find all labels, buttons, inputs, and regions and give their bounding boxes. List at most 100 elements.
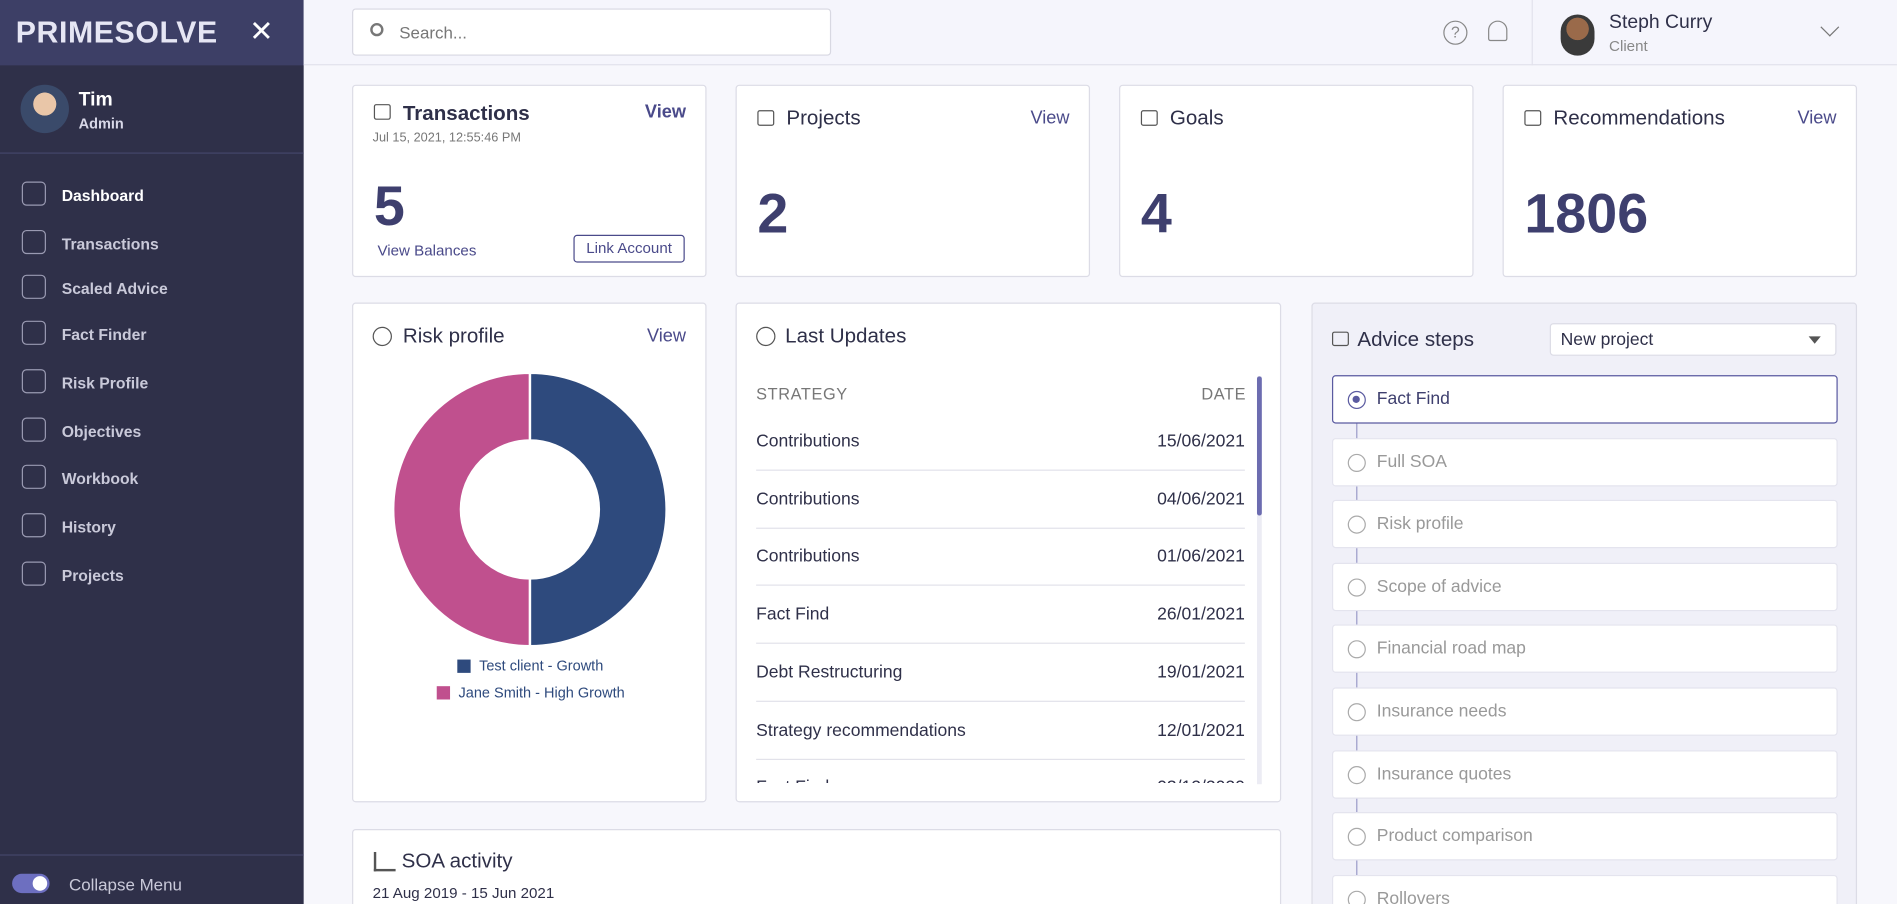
date: 12/01/2021 bbox=[1157, 720, 1245, 741]
date: 01/06/2021 bbox=[1157, 547, 1245, 567]
view-link[interactable]: View bbox=[1797, 107, 1837, 129]
user-dropdown[interactable] bbox=[1820, 17, 1840, 37]
risk-title: Risk profile bbox=[402, 324, 505, 348]
scroll-thumb[interactable] bbox=[1256, 376, 1262, 516]
view-link[interactable]: View bbox=[646, 325, 686, 347]
menu-icon bbox=[21, 274, 46, 299]
summary-card: Recommendations View 1806 bbox=[1502, 84, 1858, 278]
legend-label: Test client - Growth bbox=[479, 659, 603, 675]
update-row: Contributions 04/06/2021 bbox=[756, 470, 1245, 529]
step-radio bbox=[1347, 828, 1366, 847]
step-radio bbox=[1347, 765, 1366, 784]
card-icon bbox=[373, 104, 391, 120]
updates-title: Last Updates bbox=[785, 324, 907, 348]
step-radio bbox=[1347, 578, 1366, 597]
step-label: Scope of advice bbox=[1376, 577, 1502, 597]
menu-item[interactable]: Transactions bbox=[0, 225, 304, 261]
menu-item[interactable]: History bbox=[0, 508, 304, 544]
step-label: Risk profile bbox=[1376, 514, 1464, 534]
menu-item[interactable]: Fact Finder bbox=[0, 316, 304, 352]
close-button[interactable]: ✕ bbox=[249, 15, 274, 49]
step-radio bbox=[1347, 453, 1366, 472]
card-value: 5 bbox=[373, 174, 405, 238]
card-value: 4 bbox=[1140, 181, 1172, 245]
project-select[interactable]: New project bbox=[1549, 323, 1837, 356]
risk-card: Risk profile View Test client - Growth Ja… bbox=[352, 302, 707, 803]
card-icon bbox=[1140, 110, 1158, 126]
card-title: Goals bbox=[1169, 106, 1224, 130]
search-icon bbox=[370, 22, 384, 37]
search-box[interactable]: Search... bbox=[352, 8, 832, 56]
strategy: Fact Find bbox=[756, 778, 829, 783]
strategy: Contributions bbox=[756, 432, 860, 452]
soa-title: SOA activity bbox=[401, 849, 513, 873]
client-role: Client bbox=[1609, 37, 1648, 55]
advice-step[interactable]: Scope of advice bbox=[1331, 562, 1838, 611]
advice-step[interactable]: Risk profile bbox=[1331, 500, 1838, 549]
menu-icon bbox=[21, 561, 46, 586]
menu-icon bbox=[21, 369, 46, 394]
menu-label: History bbox=[61, 517, 116, 537]
card-icon bbox=[757, 110, 775, 126]
select-value: New project bbox=[1560, 330, 1654, 350]
logo-bar: PRIMESOLVE ✕ bbox=[0, 0, 304, 66]
menu-item[interactable]: Risk Profile bbox=[0, 364, 304, 400]
advice-step[interactable]: Insurance quotes bbox=[1331, 749, 1838, 799]
advice-step[interactable]: Product comparison bbox=[1331, 812, 1838, 861]
advice-step[interactable]: Insurance needs bbox=[1331, 687, 1838, 736]
menu-label: Risk Profile bbox=[61, 373, 149, 393]
advice-step[interactable]: Rollovers bbox=[1331, 874, 1838, 904]
menu-icon bbox=[21, 181, 46, 206]
menu-item[interactable]: Dashboard bbox=[0, 177, 304, 213]
menu-item[interactable]: Projects bbox=[0, 557, 304, 593]
menu-item[interactable]: Workbook bbox=[0, 460, 304, 496]
menu-item[interactable]: Scaled Advice bbox=[0, 270, 304, 306]
menu-icon bbox=[21, 229, 46, 255]
view-link[interactable]: View bbox=[644, 101, 686, 123]
advice-step[interactable]: Fact Find bbox=[1331, 375, 1838, 424]
date: 15/06/2021 bbox=[1157, 432, 1245, 452]
legend-label: Jane Smith - High Growth bbox=[459, 685, 625, 701]
soa-icon bbox=[373, 851, 396, 872]
card-value: 2 bbox=[757, 181, 789, 245]
topbar: Search... ? Steph Curry Client bbox=[303, 0, 1897, 66]
date: 26/01/2021 bbox=[1157, 605, 1245, 625]
advice-step[interactable]: Financial road map bbox=[1331, 624, 1838, 674]
advice-title: Advice steps bbox=[1357, 327, 1475, 351]
donut-slice bbox=[392, 371, 532, 648]
strategy: Contributions bbox=[756, 547, 860, 567]
menu-label: Objectives bbox=[61, 422, 142, 441]
divider bbox=[0, 854, 304, 856]
strategy: Contributions bbox=[756, 489, 860, 510]
update-row: Debt Restructuring 19/01/2021 bbox=[756, 644, 1245, 702]
history-icon bbox=[756, 326, 776, 347]
card-title: Recommendations bbox=[1553, 106, 1725, 130]
card-title: Projects bbox=[786, 106, 861, 130]
logo: PRIMESOLVE bbox=[15, 15, 218, 50]
advice-step[interactable]: Full SOA bbox=[1331, 437, 1838, 487]
help-icon[interactable]: ? bbox=[1443, 20, 1468, 45]
menu-label: Dashboard bbox=[61, 186, 144, 205]
link-account-button[interactable]: Link Account bbox=[573, 234, 685, 263]
menu-icon bbox=[21, 320, 46, 345]
date: 03/12/2020 bbox=[1157, 778, 1245, 783]
update-row: Strategy recommendations 12/01/2021 bbox=[756, 701, 1245, 760]
step-radio bbox=[1347, 890, 1366, 904]
step-label: Product comparison bbox=[1376, 826, 1533, 847]
card-date: Jul 15, 2021, 12:55:46 PM bbox=[372, 130, 521, 146]
column-header: STRATEGY bbox=[756, 384, 848, 403]
bell-icon[interactable] bbox=[1488, 20, 1508, 42]
menu-icon bbox=[21, 513, 46, 538]
menu-item[interactable]: Objectives bbox=[0, 413, 304, 449]
collapse-toggle[interactable] bbox=[12, 873, 50, 894]
sidebar: PRIMESOLVE ✕ Tim Admin Dashboard Transact… bbox=[0, 0, 304, 904]
summary-card: Transactions View Jul 15, 2021, 12:55:46 P… bbox=[352, 84, 707, 278]
view-link[interactable]: View bbox=[1030, 107, 1070, 129]
menu-icon bbox=[21, 417, 46, 442]
view-balances[interactable]: View Balances bbox=[377, 242, 477, 259]
updates-list: Contributions 15/06/2021 Contributions 04/0… bbox=[737, 304, 1280, 783]
legend-swatch bbox=[457, 659, 471, 673]
step-label: Insurance needs bbox=[1376, 701, 1507, 722]
menu-label: Transactions bbox=[61, 234, 159, 253]
user-name: Tim bbox=[78, 89, 113, 111]
